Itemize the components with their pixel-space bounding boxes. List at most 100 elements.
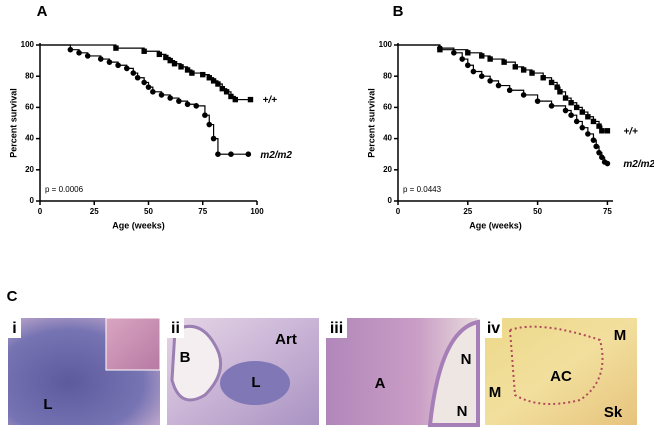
- marker: [141, 48, 147, 54]
- marker: [106, 59, 113, 65]
- marker: [596, 149, 602, 156]
- panel-label: A: [37, 3, 48, 20]
- image-annotation: L: [43, 396, 52, 413]
- marker: [167, 95, 173, 101]
- marker: [470, 68, 477, 75]
- marker: [206, 121, 213, 128]
- image-annotation: L: [251, 374, 260, 391]
- marker: [200, 71, 206, 78]
- y-tick-label: 20: [383, 165, 392, 174]
- marker: [113, 45, 119, 51]
- x-tick-label: 100: [250, 207, 264, 216]
- marker: [215, 81, 221, 87]
- legend-label: +/+: [262, 95, 277, 106]
- marker: [529, 70, 535, 76]
- image-label: iii: [330, 320, 343, 337]
- series: [398, 44, 611, 167]
- marker: [115, 62, 121, 69]
- marker: [593, 143, 600, 150]
- survival-step: [40, 44, 71, 50]
- image-annotation: N: [457, 403, 468, 420]
- marker: [210, 135, 217, 142]
- survival-step: [398, 44, 441, 50]
- marker: [176, 98, 182, 104]
- image-annotation: M: [489, 384, 502, 401]
- marker: [540, 75, 546, 81]
- marker: [158, 92, 165, 98]
- marker: [585, 131, 591, 137]
- marker: [219, 85, 225, 92]
- series: [398, 44, 611, 134]
- marker: [596, 123, 602, 129]
- image-label: ii: [171, 320, 180, 337]
- marker: [202, 112, 208, 118]
- marker: [67, 46, 74, 53]
- marker: [548, 103, 555, 109]
- marker: [228, 151, 234, 157]
- marker: [178, 64, 184, 70]
- marker: [145, 84, 152, 90]
- marker: [487, 56, 493, 62]
- marker: [599, 154, 605, 161]
- marker: [76, 50, 82, 56]
- p-value: p = 0.0443: [403, 185, 442, 194]
- y-tick-label: 0: [30, 196, 35, 205]
- survival-step: [196, 105, 206, 116]
- marker: [604, 160, 611, 167]
- image-label-box: [485, 318, 502, 338]
- x-tick-label: 75: [603, 207, 612, 216]
- y-tick-label: 100: [21, 40, 35, 49]
- y-axis-title: Percent survival: [8, 88, 18, 158]
- image-label-box: [167, 318, 184, 338]
- marker: [210, 78, 217, 84]
- y-tick-label: 80: [25, 71, 34, 80]
- marker: [163, 54, 169, 61]
- image-annotation: M: [614, 327, 627, 344]
- marker: [557, 89, 563, 95]
- x-axis-title: Age (weeks): [112, 220, 165, 230]
- marker: [562, 95, 569, 101]
- marker: [568, 112, 574, 118]
- series: [40, 44, 254, 103]
- marker: [568, 100, 574, 106]
- marker: [465, 62, 471, 69]
- x-tick-label: 25: [463, 207, 472, 216]
- marker: [206, 75, 212, 81]
- p-value: p = 0.0006: [45, 185, 84, 194]
- marker: [156, 51, 163, 58]
- image-annotation: Art: [275, 331, 297, 348]
- legend-label: m2/m2: [623, 159, 654, 170]
- marker: [590, 137, 597, 143]
- tissue-lumen: [170, 324, 223, 402]
- image-label-box: [8, 318, 21, 338]
- y-tick-label: 100: [379, 40, 393, 49]
- marker: [574, 104, 580, 111]
- marker: [604, 128, 611, 134]
- marker: [590, 118, 597, 125]
- marker: [573, 118, 580, 125]
- marker: [223, 89, 230, 95]
- panel-label: C: [7, 288, 18, 305]
- marker: [130, 70, 137, 76]
- survival-step: [115, 47, 145, 52]
- marker: [171, 61, 178, 67]
- marker: [184, 101, 191, 108]
- marker: [562, 107, 569, 114]
- marker: [437, 45, 443, 51]
- marker: [134, 74, 141, 81]
- y-tick-label: 20: [25, 165, 34, 174]
- marker: [84, 53, 91, 59]
- tissue-outline: [508, 325, 604, 405]
- marker: [548, 79, 555, 86]
- marker: [579, 109, 585, 115]
- marker: [232, 96, 238, 103]
- marker: [554, 84, 560, 90]
- marker: [534, 98, 541, 104]
- legend-label: m2/m2: [260, 150, 292, 161]
- marker: [245, 151, 252, 157]
- marker: [97, 56, 104, 62]
- marker: [520, 67, 527, 73]
- marker: [465, 50, 471, 56]
- y-tick-label: 60: [25, 103, 34, 112]
- marker: [459, 56, 466, 62]
